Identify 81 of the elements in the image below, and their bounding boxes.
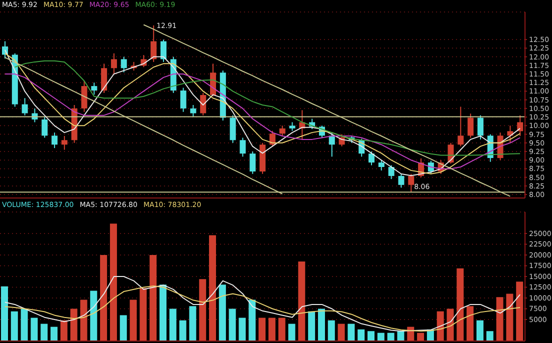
bar: [50, 326, 58, 341]
bar: [199, 279, 206, 341]
candlestick: [91, 82, 98, 96]
bar: [238, 318, 246, 341]
line-series: [4, 285, 521, 332]
candlestick: [52, 132, 58, 149]
candlestick: [190, 104, 196, 118]
candlestick: [458, 106, 464, 147]
bar: [466, 306, 474, 341]
candlestick: [279, 125, 286, 136]
candlestick: [240, 137, 246, 158]
bar: [110, 224, 117, 341]
candlestick: [61, 136, 68, 150]
bar: [308, 311, 316, 341]
bar: [278, 318, 286, 341]
candlestick: [250, 151, 256, 174]
bar: [348, 324, 355, 341]
candlestick: [81, 80, 88, 112]
bar: [417, 332, 424, 341]
bar: [516, 282, 524, 341]
candlestick: [517, 114, 524, 136]
bar: [496, 297, 504, 341]
bar: [397, 331, 404, 341]
candlestick: [120, 56, 127, 73]
bar: [130, 300, 137, 341]
bar: [258, 318, 266, 341]
bar: [218, 284, 226, 341]
bar: [387, 332, 394, 341]
candlestick: [22, 98, 28, 116]
bar: [179, 320, 186, 341]
bar: [70, 308, 78, 341]
bar: [486, 331, 494, 341]
candlestick: [398, 173, 404, 188]
bar: [30, 318, 38, 341]
bar: [120, 315, 127, 341]
candlestick: [150, 24, 157, 62]
bar: [159, 284, 166, 341]
bar: [60, 320, 68, 341]
bar: [288, 324, 296, 341]
candlestick: [160, 39, 166, 62]
bar: [446, 308, 454, 341]
candlestick: [378, 160, 384, 171]
line-series: [4, 276, 521, 332]
bar: [318, 308, 325, 341]
bar: [248, 300, 256, 341]
bar: [328, 320, 335, 341]
candlestick: [110, 52, 117, 74]
candlestick: [388, 164, 394, 180]
bar: [368, 331, 375, 341]
bar: [90, 290, 98, 341]
bar: [140, 288, 147, 341]
bar: [268, 318, 276, 341]
bar: [456, 268, 464, 341]
candlestick: [468, 113, 474, 138]
bar: [1, 286, 8, 341]
bar: [436, 311, 444, 341]
candlestick: [180, 87, 186, 112]
candlestick: [477, 114, 484, 140]
candlestick: [101, 63, 108, 94]
bar: [100, 255, 108, 341]
candlestick: [507, 125, 514, 144]
candlestick: [42, 116, 48, 138]
bar: [80, 300, 88, 341]
bar: [209, 235, 216, 341]
bar: [298, 261, 306, 341]
bar: [338, 324, 345, 341]
bar: [189, 306, 196, 341]
candlestick: [200, 92, 206, 116]
bar: [10, 311, 18, 341]
bar: [169, 308, 176, 341]
candlestick: [368, 151, 375, 166]
candlestick: [408, 173, 414, 193]
bar: [40, 324, 48, 341]
bar: [506, 294, 514, 341]
bar: [228, 308, 236, 341]
bar: [377, 332, 384, 341]
bar: [358, 329, 365, 341]
bar: [150, 255, 157, 341]
bar: [476, 320, 484, 341]
candlestick: [230, 114, 236, 144]
bar: [20, 308, 28, 341]
